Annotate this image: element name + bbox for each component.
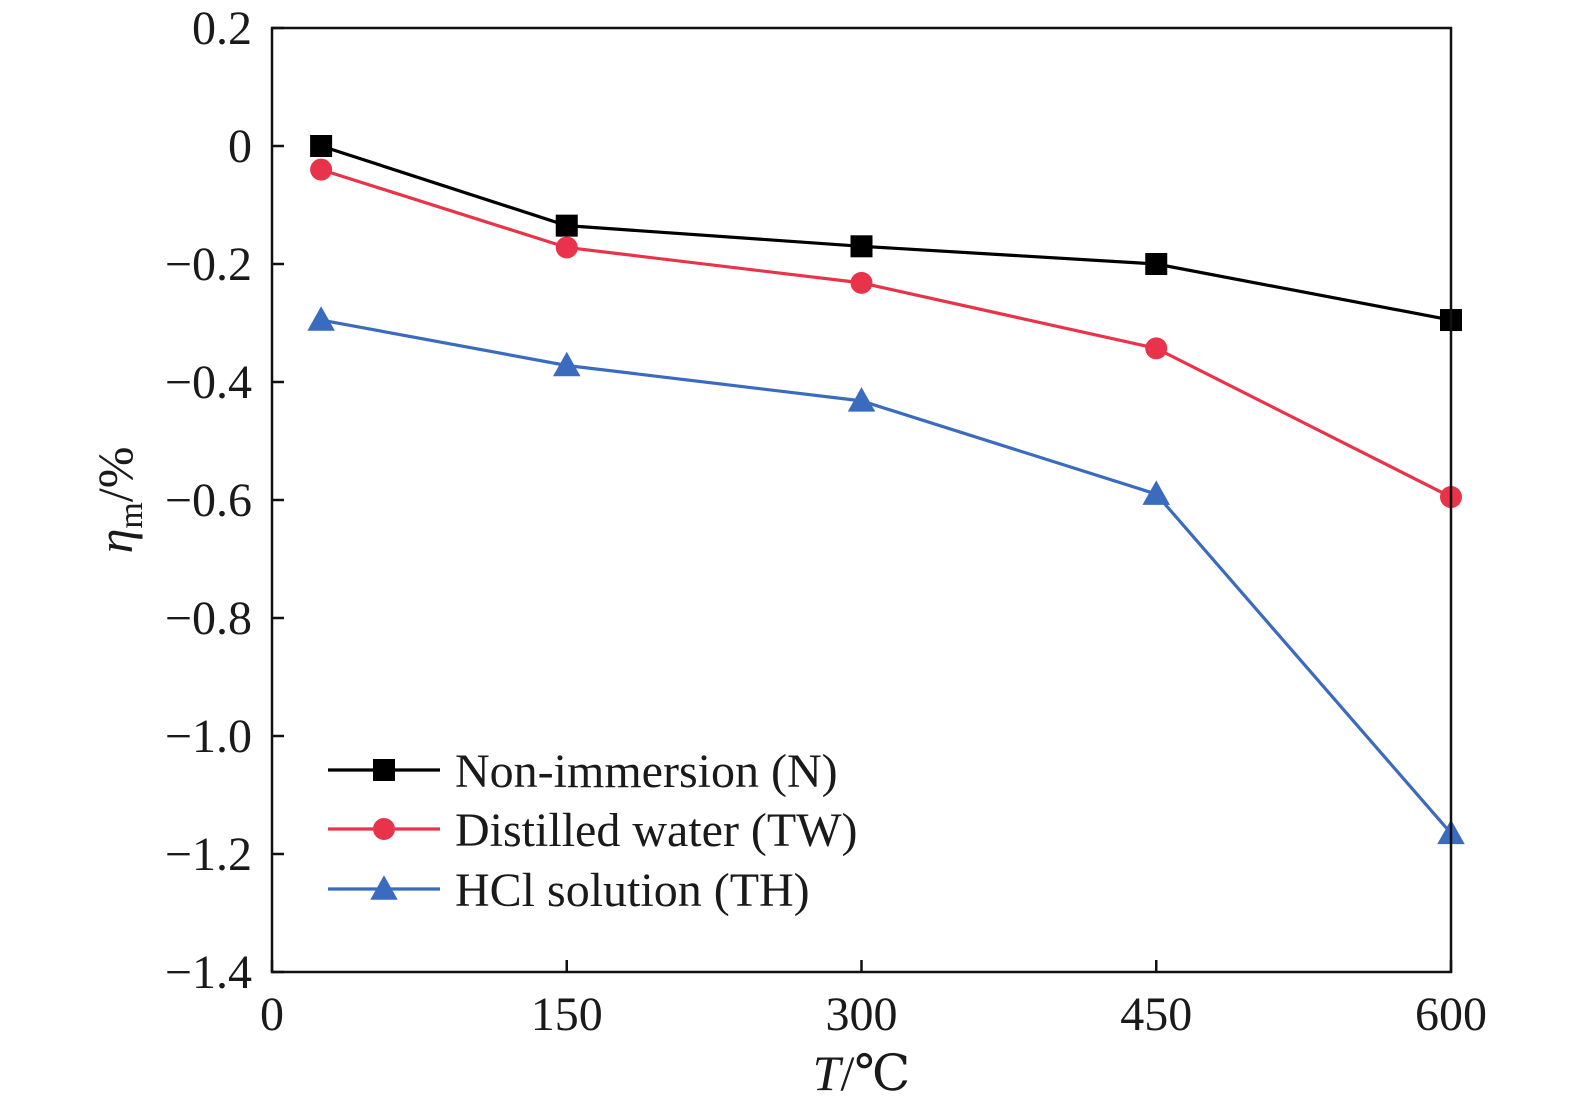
x-axis-title: T/℃ [813,1045,911,1101]
y-tick-label: −0.4 [165,356,252,409]
data-point-circle [850,271,873,294]
plot-frame [270,26,1453,974]
y-tick-label: 0 [228,120,252,173]
data-point-square [850,235,873,258]
data-point-square [555,214,578,237]
y-tick-label: −1.2 [165,828,252,881]
ticks-layer: 0 150 300 450 600 0.2 0 −0.2 −0.4 −0.6 −0.8 −1.0 −1.… [165,2,1487,1041]
data-point-triangle [847,387,876,412]
data-point-square [373,759,395,781]
series-line [320,168,1452,499]
legend: Non-immersion (N) Distilled water (TW) HCl… [328,745,858,917]
data-point-triangle [553,351,581,377]
series-layer [307,135,1465,845]
x-tick-label: 450 [1120,988,1192,1041]
data-point-triangle [370,875,398,900]
data-point-triangle [307,306,335,331]
data-point-circle [1145,337,1168,360]
x-tick-label: 150 [531,988,603,1041]
series-circle [310,158,1462,509]
data-point-square [1145,253,1168,275]
x-tick-label: 300 [826,988,898,1041]
y-tick-label: −0.2 [165,238,252,291]
y-axis-title: ηm/% [87,447,150,554]
legend-label: HCl solution (TH) [455,864,810,917]
legend-label: Non-immersion (N) [455,745,838,798]
data-point-circle [310,158,333,181]
data-point-square [310,135,333,157]
x-tick-label: 600 [1415,988,1487,1041]
y-tick-label: 0.2 [192,2,252,55]
series-square [310,135,1462,332]
data-point-circle [373,818,395,840]
data-point-circle [555,236,578,259]
series-triangle [307,306,1465,845]
legend-item: HCl solution (TH) [328,864,810,917]
y-tick-label: −0.8 [165,592,252,645]
y-tick-label: −1.0 [165,710,252,763]
series-line [320,144,1452,322]
legend-item: Non-immersion (N) [328,745,838,798]
data-point-triangle [1142,480,1170,505]
legend-label: Distilled water (TW) [455,804,858,857]
y-tick-label: −1.4 [165,946,252,999]
x-tick-label: 0 [260,988,284,1041]
legend-item: Distilled water (TW) [328,804,858,857]
y-tick-label: −0.6 [165,474,252,527]
